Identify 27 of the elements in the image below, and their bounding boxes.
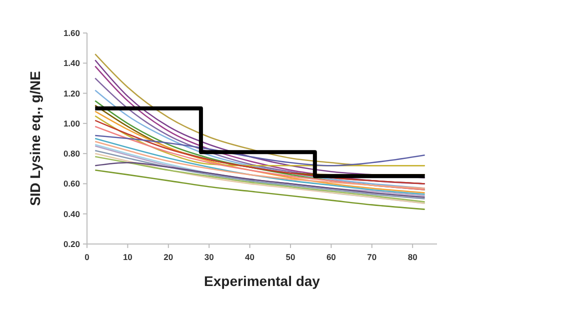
x-tick-label: 40	[245, 252, 255, 262]
y-tick-label: 1.20	[63, 88, 80, 98]
y-tick-label: 1.00	[63, 118, 80, 128]
y-tick-label: 1.40	[63, 58, 80, 68]
y-tick-label: 0.40	[63, 208, 80, 219]
line-series	[94, 134, 426, 166]
line-series	[94, 138, 426, 195]
line-series	[94, 140, 426, 189]
line-series	[94, 126, 426, 190]
line-series	[94, 162, 426, 198]
y-tick-label: 0.60	[63, 178, 80, 189]
x-tick-label: 30	[204, 252, 214, 262]
x-tick-label: 60	[326, 252, 336, 262]
y-axis-title: SID Lysine eq., g/NE	[27, 71, 43, 206]
line-series	[94, 170, 426, 210]
y-tick-label: 0.80	[63, 148, 80, 159]
x-tick-label: 80	[408, 252, 418, 262]
x-tick-label: 20	[164, 252, 174, 262]
x-tick-label: 0	[84, 252, 90, 262]
x-tick-label: 50	[286, 252, 296, 262]
x-axis-title: Experimental day	[204, 273, 320, 289]
y-tick-label: 1.60	[63, 28, 80, 38]
line-series	[94, 115, 426, 166]
y-tick-label: 0.20	[63, 238, 80, 249]
x-tick-label: 10	[122, 252, 133, 262]
line-series	[94, 120, 426, 184]
x-tick-label: 70	[367, 252, 377, 262]
